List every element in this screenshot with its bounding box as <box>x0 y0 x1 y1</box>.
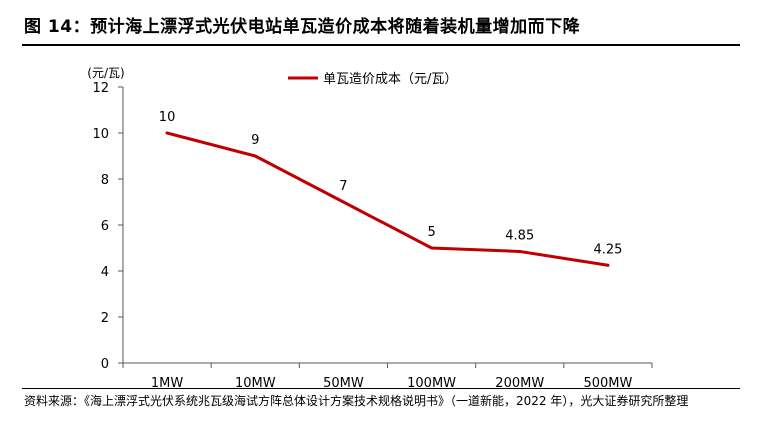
chart-axes: 0 2 4 6 8 10 12(元/瓦) 1MW 10MW 50MW 100MW 200MW 500MW <box>87 66 653 391</box>
y-tick-label: 8 <box>101 173 109 188</box>
y-tick-label: 12 <box>92 81 109 96</box>
title-rule <box>22 44 740 46</box>
data-point <box>606 263 610 267</box>
data-label: 5 <box>427 225 435 240</box>
y-axis-unit: (元/瓦) <box>87 66 124 80</box>
source-note: 资料来源：《海上漂浮式光伏系统兆瓦级海试方阵总体设计方案技术规格说明书》（一道新… <box>24 394 689 408</box>
source-rule <box>22 388 740 389</box>
y-tick-label: 6 <box>101 219 109 234</box>
x-tick-label: 1MW <box>151 376 183 391</box>
x-tick-label: 500MW <box>583 376 632 391</box>
data-label: 7 <box>339 179 347 194</box>
x-tick-label: 50MW <box>323 376 364 391</box>
data-point <box>165 131 169 135</box>
x-tick-label: 200MW <box>495 376 544 391</box>
x-tick-label: 100MW <box>407 376 456 391</box>
y-tick-label: 0 <box>101 357 109 372</box>
data-point <box>518 249 522 253</box>
legend-label: 单瓦造价成本（元/瓦） <box>323 72 457 87</box>
data-label: 4.85 <box>505 228 534 243</box>
data-point <box>341 200 345 204</box>
data-point <box>430 246 434 250</box>
y-tick-label: 10 <box>92 127 109 142</box>
figure-title: 图 14：预计海上漂浮式光伏电站单瓦造价成本将随着装机量增加而下降 <box>24 17 581 37</box>
data-point <box>253 154 257 158</box>
data-label: 9 <box>251 133 259 148</box>
data-label: 4.25 <box>593 242 622 257</box>
y-tick-label: 4 <box>101 265 109 280</box>
data-label: 10 <box>159 110 176 125</box>
chart-series: 10 9 7 5 4.85 4.25 <box>159 110 622 267</box>
series-line <box>165 131 610 267</box>
x-tick-label: 10MW <box>235 376 276 391</box>
y-tick-label: 2 <box>101 311 109 326</box>
chart-legend: 单瓦造价成本（元/瓦） <box>288 72 457 87</box>
